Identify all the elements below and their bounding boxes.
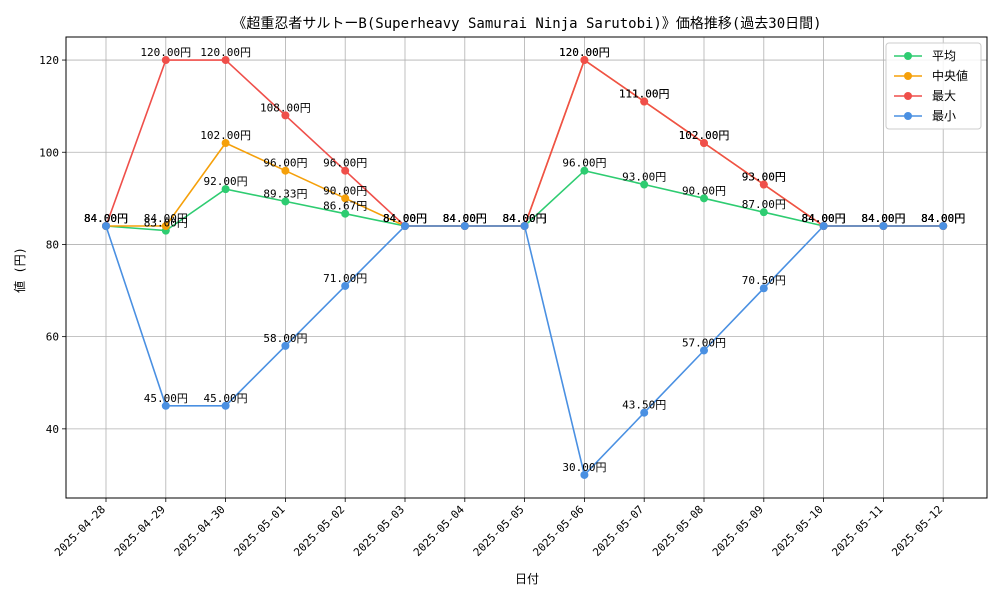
x-tick-label: 2025-05-01: [231, 503, 287, 559]
data-label: 90.00円: [682, 184, 726, 197]
data-label: 84.00円: [383, 212, 427, 225]
data-label: 71.00円: [323, 272, 367, 285]
x-tick-label: 2025-05-07: [590, 503, 646, 559]
data-label: 102.00円: [679, 129, 730, 142]
data-label: 87.00円: [742, 198, 786, 211]
y-tick-label: 80: [46, 238, 59, 251]
data-label: 92.00円: [204, 175, 248, 188]
legend-swatch-marker: [904, 72, 912, 80]
data-label: 89.33円: [263, 187, 307, 200]
data-label: 93.00円: [742, 171, 786, 184]
data-label: 84.00円: [443, 212, 487, 225]
data-label: 30.00円: [562, 461, 606, 474]
data-label: 120.00円: [200, 46, 251, 59]
x-tick-label: 2025-04-30: [172, 503, 228, 559]
legend-label: 最小: [932, 109, 956, 123]
data-label: 58.00円: [263, 332, 307, 345]
data-label: 90.00円: [323, 184, 367, 197]
x-tick-label: 2025-05-10: [770, 503, 826, 559]
data-label: 108.00円: [260, 101, 311, 114]
data-label: 120.00円: [559, 46, 610, 59]
data-label: 102.00円: [200, 129, 251, 142]
legend-swatch-marker: [904, 52, 912, 60]
x-tick-label: 2025-04-29: [112, 503, 168, 559]
x-tick-label: 2025-05-05: [471, 503, 527, 559]
x-tick-label: 2025-05-09: [710, 503, 766, 559]
data-label: 57.00円: [682, 336, 726, 349]
x-tick-label: 2025-05-08: [650, 503, 706, 559]
legend-swatch-marker: [904, 112, 912, 120]
y-tick-label: 120: [39, 54, 59, 67]
x-tick-label: 2025-05-02: [291, 503, 347, 559]
legend-swatch-marker: [904, 92, 912, 100]
data-label: 96.00円: [323, 157, 367, 170]
x-tick-label: 2025-04-28: [52, 503, 108, 559]
data-label: 86.67円: [323, 200, 367, 213]
grid: [66, 37, 987, 498]
y-axis-label: 値 (円): [12, 247, 27, 293]
x-tick-label: 2025-05-06: [530, 503, 586, 559]
data-label: 84.00円: [144, 212, 188, 225]
legend-label: 中央値: [932, 68, 968, 83]
y-tick-label: 60: [46, 331, 59, 344]
data-label: 84.00円: [802, 212, 846, 225]
x-tick-label: 2025-05-03: [351, 503, 407, 559]
x-tick-label: 2025-05-12: [889, 503, 945, 559]
price-history-chart: 《超重忍者サルトーB(Superheavy Samurai Ninja Saru…: [0, 0, 1000, 600]
data-label: 45.00円: [144, 392, 188, 405]
x-tick-label: 2025-05-04: [411, 503, 467, 559]
x-tick-label: 2025-05-11: [829, 503, 885, 559]
data-label: 111.00円: [619, 88, 670, 101]
data-label: 96.00円: [562, 157, 606, 170]
data-label: 84.00円: [84, 212, 128, 225]
data-label: 120.00円: [140, 46, 191, 59]
data-label: 43.50円: [622, 399, 666, 412]
y-tick-label: 40: [46, 423, 59, 436]
chart-title: 《超重忍者サルトーB(Superheavy Samurai Ninja Saru…: [232, 16, 821, 32]
y-tick-label: 100: [39, 146, 59, 159]
legend-label: 最大: [932, 89, 956, 103]
data-label: 70.50円: [742, 274, 786, 287]
x-axis-label: 日付: [515, 572, 539, 586]
legend-label: 平均: [932, 49, 956, 63]
data-label: 93.00円: [622, 171, 666, 184]
data-label: 84.00円: [921, 212, 965, 225]
data-label: 96.00円: [263, 157, 307, 170]
data-label: 84.00円: [861, 212, 905, 225]
data-label: 45.00円: [204, 392, 248, 405]
axes: 2025-04-28 2025-04-29 2025-04-30 2025-05-01…: [39, 37, 987, 559]
data-label: 84.00円: [503, 212, 547, 225]
